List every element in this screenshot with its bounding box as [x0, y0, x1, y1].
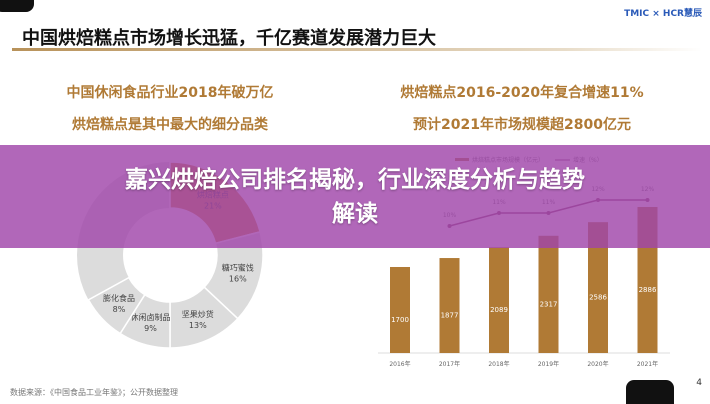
article-title-banner: 嘉兴烘焙公司排名揭秘，行业深度分析与趋势 解读: [0, 145, 710, 248]
tmall-cat-logo: [0, 0, 34, 12]
donut-slice: [87, 276, 146, 335]
slice-label: 糖巧蜜饯: [222, 262, 254, 272]
bar-value-label: 2089: [490, 306, 508, 314]
slide-title: 中国烘焙糕点市场增长迅猛，千亿赛道发展潜力巨大: [22, 28, 436, 49]
highlight-left-2: 烘焙糕点是其中最大的细分品类: [72, 117, 268, 133]
title-divider: [12, 48, 702, 51]
bar-value-label: 1877: [441, 312, 459, 320]
bar-value-label: 2586: [589, 294, 607, 302]
highlight-left-1: 中国休闲食品行业2018年破万亿: [66, 85, 274, 101]
x-tick-label: 2016年: [389, 360, 410, 368]
bar: [390, 266, 410, 353]
x-tick-label: 2017年: [439, 360, 460, 368]
slice-label: 膨化食品: [103, 293, 135, 303]
slice-value: 13%: [189, 321, 207, 330]
x-tick-label: 2020年: [587, 360, 608, 368]
bar-value-label: 2886: [639, 286, 657, 294]
slice-value: 8%: [113, 305, 126, 314]
x-tick-label: 2021年: [637, 360, 658, 368]
brand-logo: TMIC × HCR慧辰: [624, 9, 702, 19]
data-source: 数据来源：《中国食品工业年鉴》；公开数据整理: [10, 388, 178, 397]
slice-value: 16%: [229, 274, 247, 283]
x-tick-label: 2018年: [488, 360, 509, 368]
highlight-right-1: 烘焙糕点2016-2020年复合增速11%: [400, 85, 644, 101]
slice-label: 坚果炒货: [182, 309, 214, 319]
bar: [489, 247, 509, 353]
x-tick-label: 2019年: [538, 360, 559, 368]
bar-value-label: 2317: [540, 300, 558, 308]
slice-label: 休闲卤制品: [130, 312, 170, 322]
article-title-line1: 嘉兴烘焙公司排名揭秘，行业深度分析与趋势: [125, 166, 585, 193]
bar: [439, 258, 460, 353]
bar: [588, 222, 608, 353]
slice-value: 9%: [144, 324, 157, 333]
tmall-cat-logo-footer: [626, 380, 674, 404]
highlight-right-2: 预计2021年市场规模超2800亿元: [413, 117, 631, 133]
article-title-line2: 解读: [332, 200, 378, 227]
bar: [538, 235, 559, 353]
page-number: 4: [696, 378, 702, 388]
bar-value-label: 1700: [391, 316, 409, 324]
